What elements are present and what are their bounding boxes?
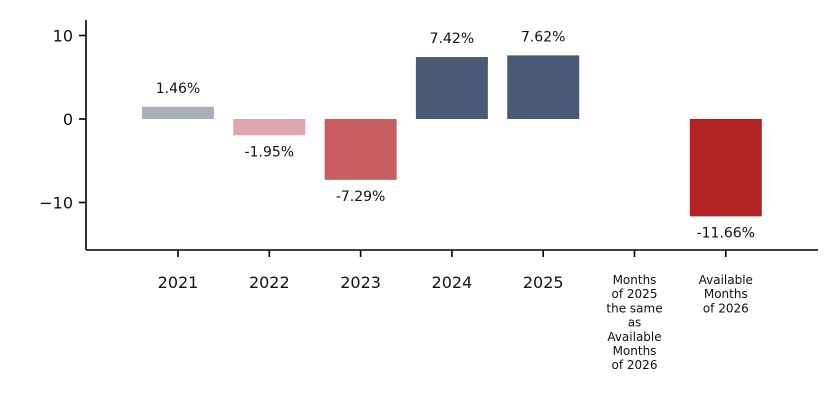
x-tick-label: 2023 — [340, 273, 381, 292]
bar — [142, 106, 214, 119]
bar — [507, 55, 580, 119]
data-label: 1.46% — [156, 81, 200, 97]
x-tick-label: 2024 — [432, 273, 473, 292]
bar — [233, 119, 306, 136]
data-labels: 1.46% -1.95% -7.29% 7.42% 7.62% -11.66% — [156, 29, 755, 241]
data-label: -1.95% — [245, 144, 295, 160]
x-tick-label: 2021 — [158, 273, 199, 292]
x-tick-label: 2022 — [249, 273, 290, 292]
y-tick-label: 0 — [63, 110, 73, 129]
y-tick-label: −10 — [39, 194, 73, 213]
x-tick-label: Available Months of 2026 — [699, 273, 753, 315]
y-axis-ticks: 10 0 −10 — [39, 27, 86, 213]
bar — [324, 119, 397, 180]
y-tick-label: 10 — [53, 27, 73, 46]
x-tick-label: Months of 2025 the same as Available Months of… — [606, 273, 662, 372]
bars — [142, 55, 762, 217]
data-label: 7.62% — [521, 29, 565, 45]
data-label: -11.66% — [697, 225, 755, 241]
bar — [689, 119, 762, 217]
data-label: 7.42% — [430, 31, 474, 47]
x-axis-ticks: 2021 2022 2023 2024 2025 Months of 2025 the sam… — [158, 250, 753, 372]
x-tick-label: 2025 — [523, 273, 564, 292]
data-label: -7.29% — [336, 189, 386, 205]
bar — [415, 57, 488, 119]
